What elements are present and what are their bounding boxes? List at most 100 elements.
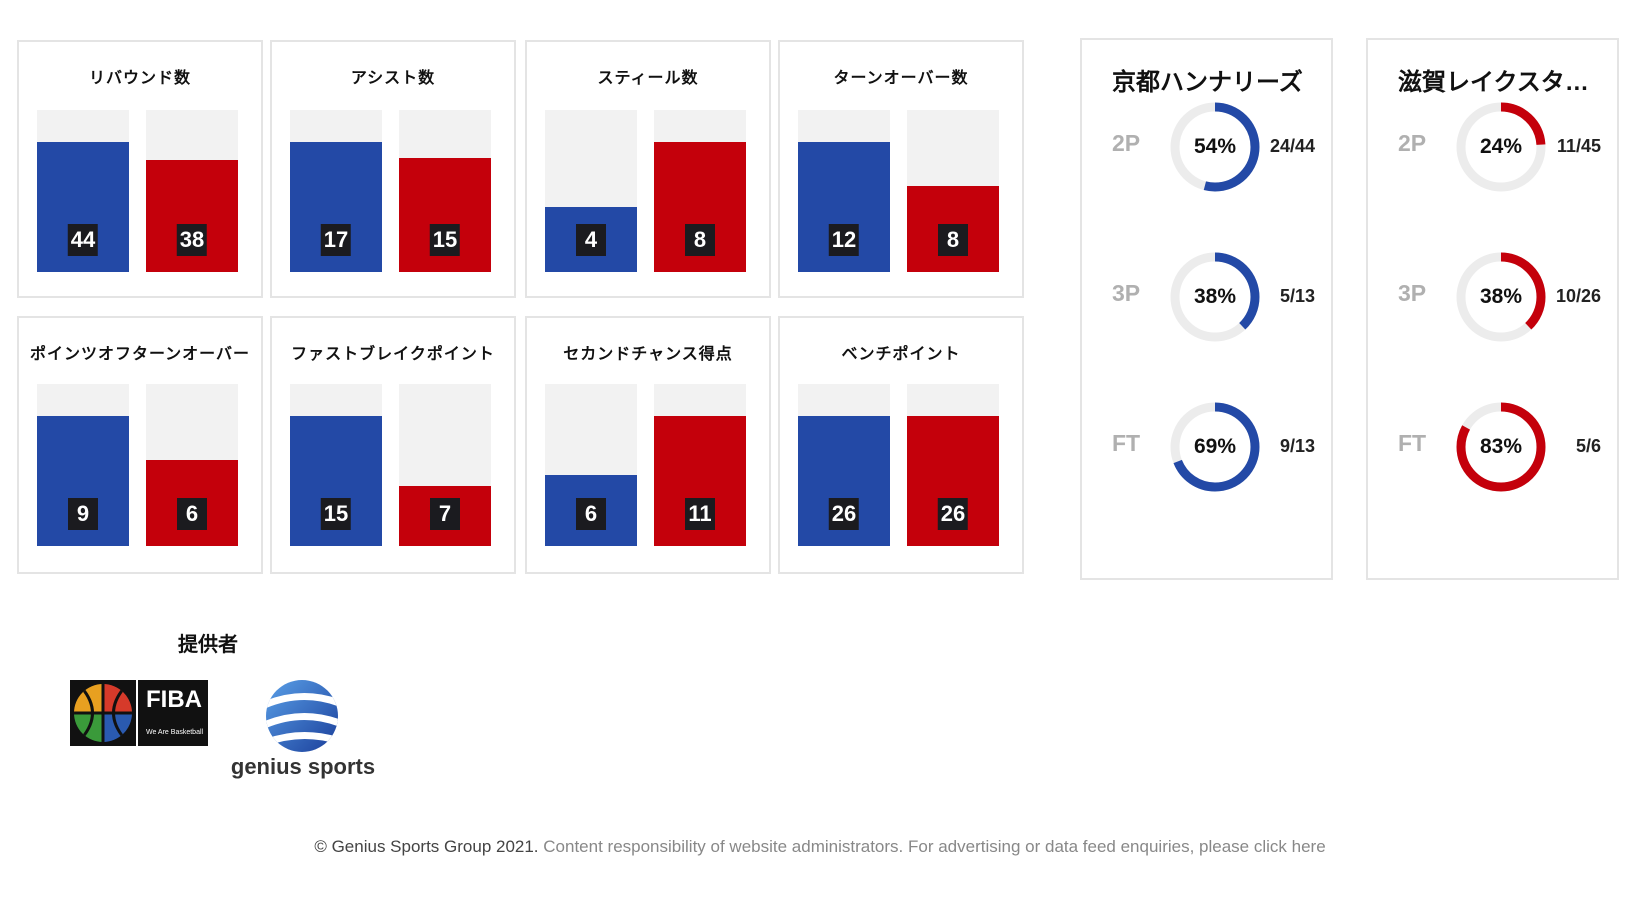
donut-percent: 54% [1193, 135, 1237, 158]
shot-type-label: 3P [1398, 280, 1427, 306]
away-value-badge: 7 [430, 498, 460, 530]
shooting-donut: 24% [1454, 100, 1548, 194]
home-bar: 12 [798, 142, 890, 272]
stat-title: ベンチポイント [841, 346, 961, 363]
home-bar-track: 44 [37, 110, 129, 272]
genius-sports-logo[interactable]: genius sports [228, 676, 378, 786]
stat-title: ターンオーバー数 [833, 70, 969, 87]
made-attempted: 11/45 [1556, 136, 1601, 156]
made-attempted: 5/6 [1575, 436, 1601, 456]
home-value-badge: 26 [828, 498, 860, 530]
home-bar: 26 [798, 416, 890, 546]
stat-title: ポインツオフターンオーバー [29, 346, 251, 363]
away-bar: 15 [399, 158, 491, 272]
donut-arc [1170, 252, 1260, 342]
home-bar: 44 [37, 142, 129, 272]
away-bar-track: 8 [654, 110, 746, 272]
shot-type-label: 2P [1398, 130, 1427, 156]
shooting-donut: 69% [1168, 400, 1262, 494]
basketball-icon [74, 684, 132, 742]
away-bar: 8 [907, 186, 999, 272]
home-bar: 6 [545, 475, 637, 546]
away-bar-track: 38 [146, 110, 238, 272]
home-bar: 9 [37, 416, 129, 546]
footer-copyright: © Genius Sports Group 2021. [314, 837, 539, 856]
away-value-badge: 26 [937, 498, 969, 530]
home-bar-track: 17 [290, 110, 382, 272]
made-attempted: 24/44 [1269, 136, 1315, 156]
stat-title: リバウンド数 [88, 70, 191, 87]
stat-card-fast-break-points: ファストブレイクポイント 15 7 [270, 316, 516, 574]
away-bar-track: 6 [146, 384, 238, 546]
fiba-logo[interactable]: FIBA We Are Basketball [70, 680, 208, 746]
away-value-badge: 8 [685, 224, 715, 256]
home-value-badge: 15 [320, 498, 352, 530]
away-bar-track: 11 [654, 384, 746, 546]
shooting-card-away: 滋賀レイクスターズ 2P 24% 11/45 3P 38% 10/26 FT 83% 5/6 [1366, 38, 1619, 580]
away-bar-track: 26 [907, 384, 999, 546]
away-bar: 6 [146, 460, 238, 546]
fiba-tagline: We Are Basketball [146, 729, 204, 736]
genius-sports-wordmark: genius sports [230, 754, 376, 779]
provided-by-label: 提供者 [178, 634, 238, 656]
shooting-donut: 38% [1454, 250, 1548, 344]
team-name: 京都ハンナリーズ [1112, 69, 1303, 96]
donut-arc [1456, 102, 1546, 192]
stat-card-assists: アシスト数 17 15 [270, 40, 516, 298]
stat-title: スティール数 [597, 70, 699, 87]
away-value-badge: 6 [177, 498, 207, 530]
home-bar: 17 [290, 142, 382, 272]
shooting-donut: 54% [1168, 100, 1262, 194]
away-bar: 11 [654, 416, 746, 546]
home-bar-track: 9 [37, 384, 129, 546]
home-bar-track: 6 [545, 384, 637, 546]
shot-type-label: FT [1398, 430, 1427, 456]
home-value-badge: 4 [576, 224, 606, 256]
shot-type-label: 2P [1112, 130, 1141, 156]
stat-card-second-chance-points: セカンドチャンス得点 6 11 [525, 316, 771, 574]
donut-arc [1170, 402, 1260, 492]
shot-type-label: 3P [1112, 280, 1141, 306]
donut-arc [1456, 402, 1546, 492]
home-bar-track: 12 [798, 110, 890, 272]
made-attempted: 5/13 [1279, 286, 1315, 306]
away-bar-track: 7 [399, 384, 491, 546]
made-attempted: 9/13 [1279, 436, 1315, 456]
shooting-donut: 83% [1454, 400, 1548, 494]
away-bar-track: 8 [907, 110, 999, 272]
away-bar-track: 15 [399, 110, 491, 272]
globe-icon [266, 680, 338, 752]
home-bar-track: 4 [545, 110, 637, 272]
shot-type-label: FT [1112, 430, 1141, 456]
home-value-badge: 44 [67, 224, 99, 256]
footer-link[interactable]: Content responsibility of website admini… [538, 837, 1326, 856]
home-bar: 15 [290, 416, 382, 546]
stat-title: ファストブレイクポイント [291, 346, 495, 363]
shooting-card-home: 京都ハンナリーズ 2P 54% 24/44 3P 38% 5/13 FT 69% 9/13 [1080, 38, 1333, 580]
stat-title: アシスト数 [350, 70, 436, 87]
stat-card-bench-points: ベンチポイント 26 26 [778, 316, 1024, 574]
away-value-badge: 8 [938, 224, 968, 256]
stat-card-points-off-turnovers: ポインツオフターンオーバー 9 6 [17, 316, 263, 574]
stat-card-steals: スティール数 4 8 [525, 40, 771, 298]
away-value-badge: 38 [176, 224, 208, 256]
made-attempted: 10/26 [1555, 286, 1601, 306]
home-bar: 4 [545, 207, 637, 272]
away-bar: 38 [146, 160, 238, 272]
fiba-divider [136, 680, 138, 746]
home-value-badge: 17 [320, 224, 352, 256]
footer: © Genius Sports Group 2021. Content resp… [0, 837, 1640, 857]
away-bar: 8 [654, 142, 746, 272]
donut-arc [1170, 102, 1260, 192]
away-value-badge: 15 [429, 224, 461, 256]
stat-card-turnovers: ターンオーバー数 12 8 [778, 40, 1024, 298]
donut-percent: 83% [1479, 435, 1523, 458]
away-bar: 26 [907, 416, 999, 546]
home-value-badge: 9 [68, 498, 98, 530]
home-bar-track: 26 [798, 384, 890, 546]
donut-arc [1456, 252, 1546, 342]
stat-card-rebounds: リバウンド数 44 38 [17, 40, 263, 298]
home-value-badge: 6 [576, 498, 606, 530]
away-bar: 7 [399, 486, 491, 546]
away-value-badge: 11 [685, 498, 715, 530]
